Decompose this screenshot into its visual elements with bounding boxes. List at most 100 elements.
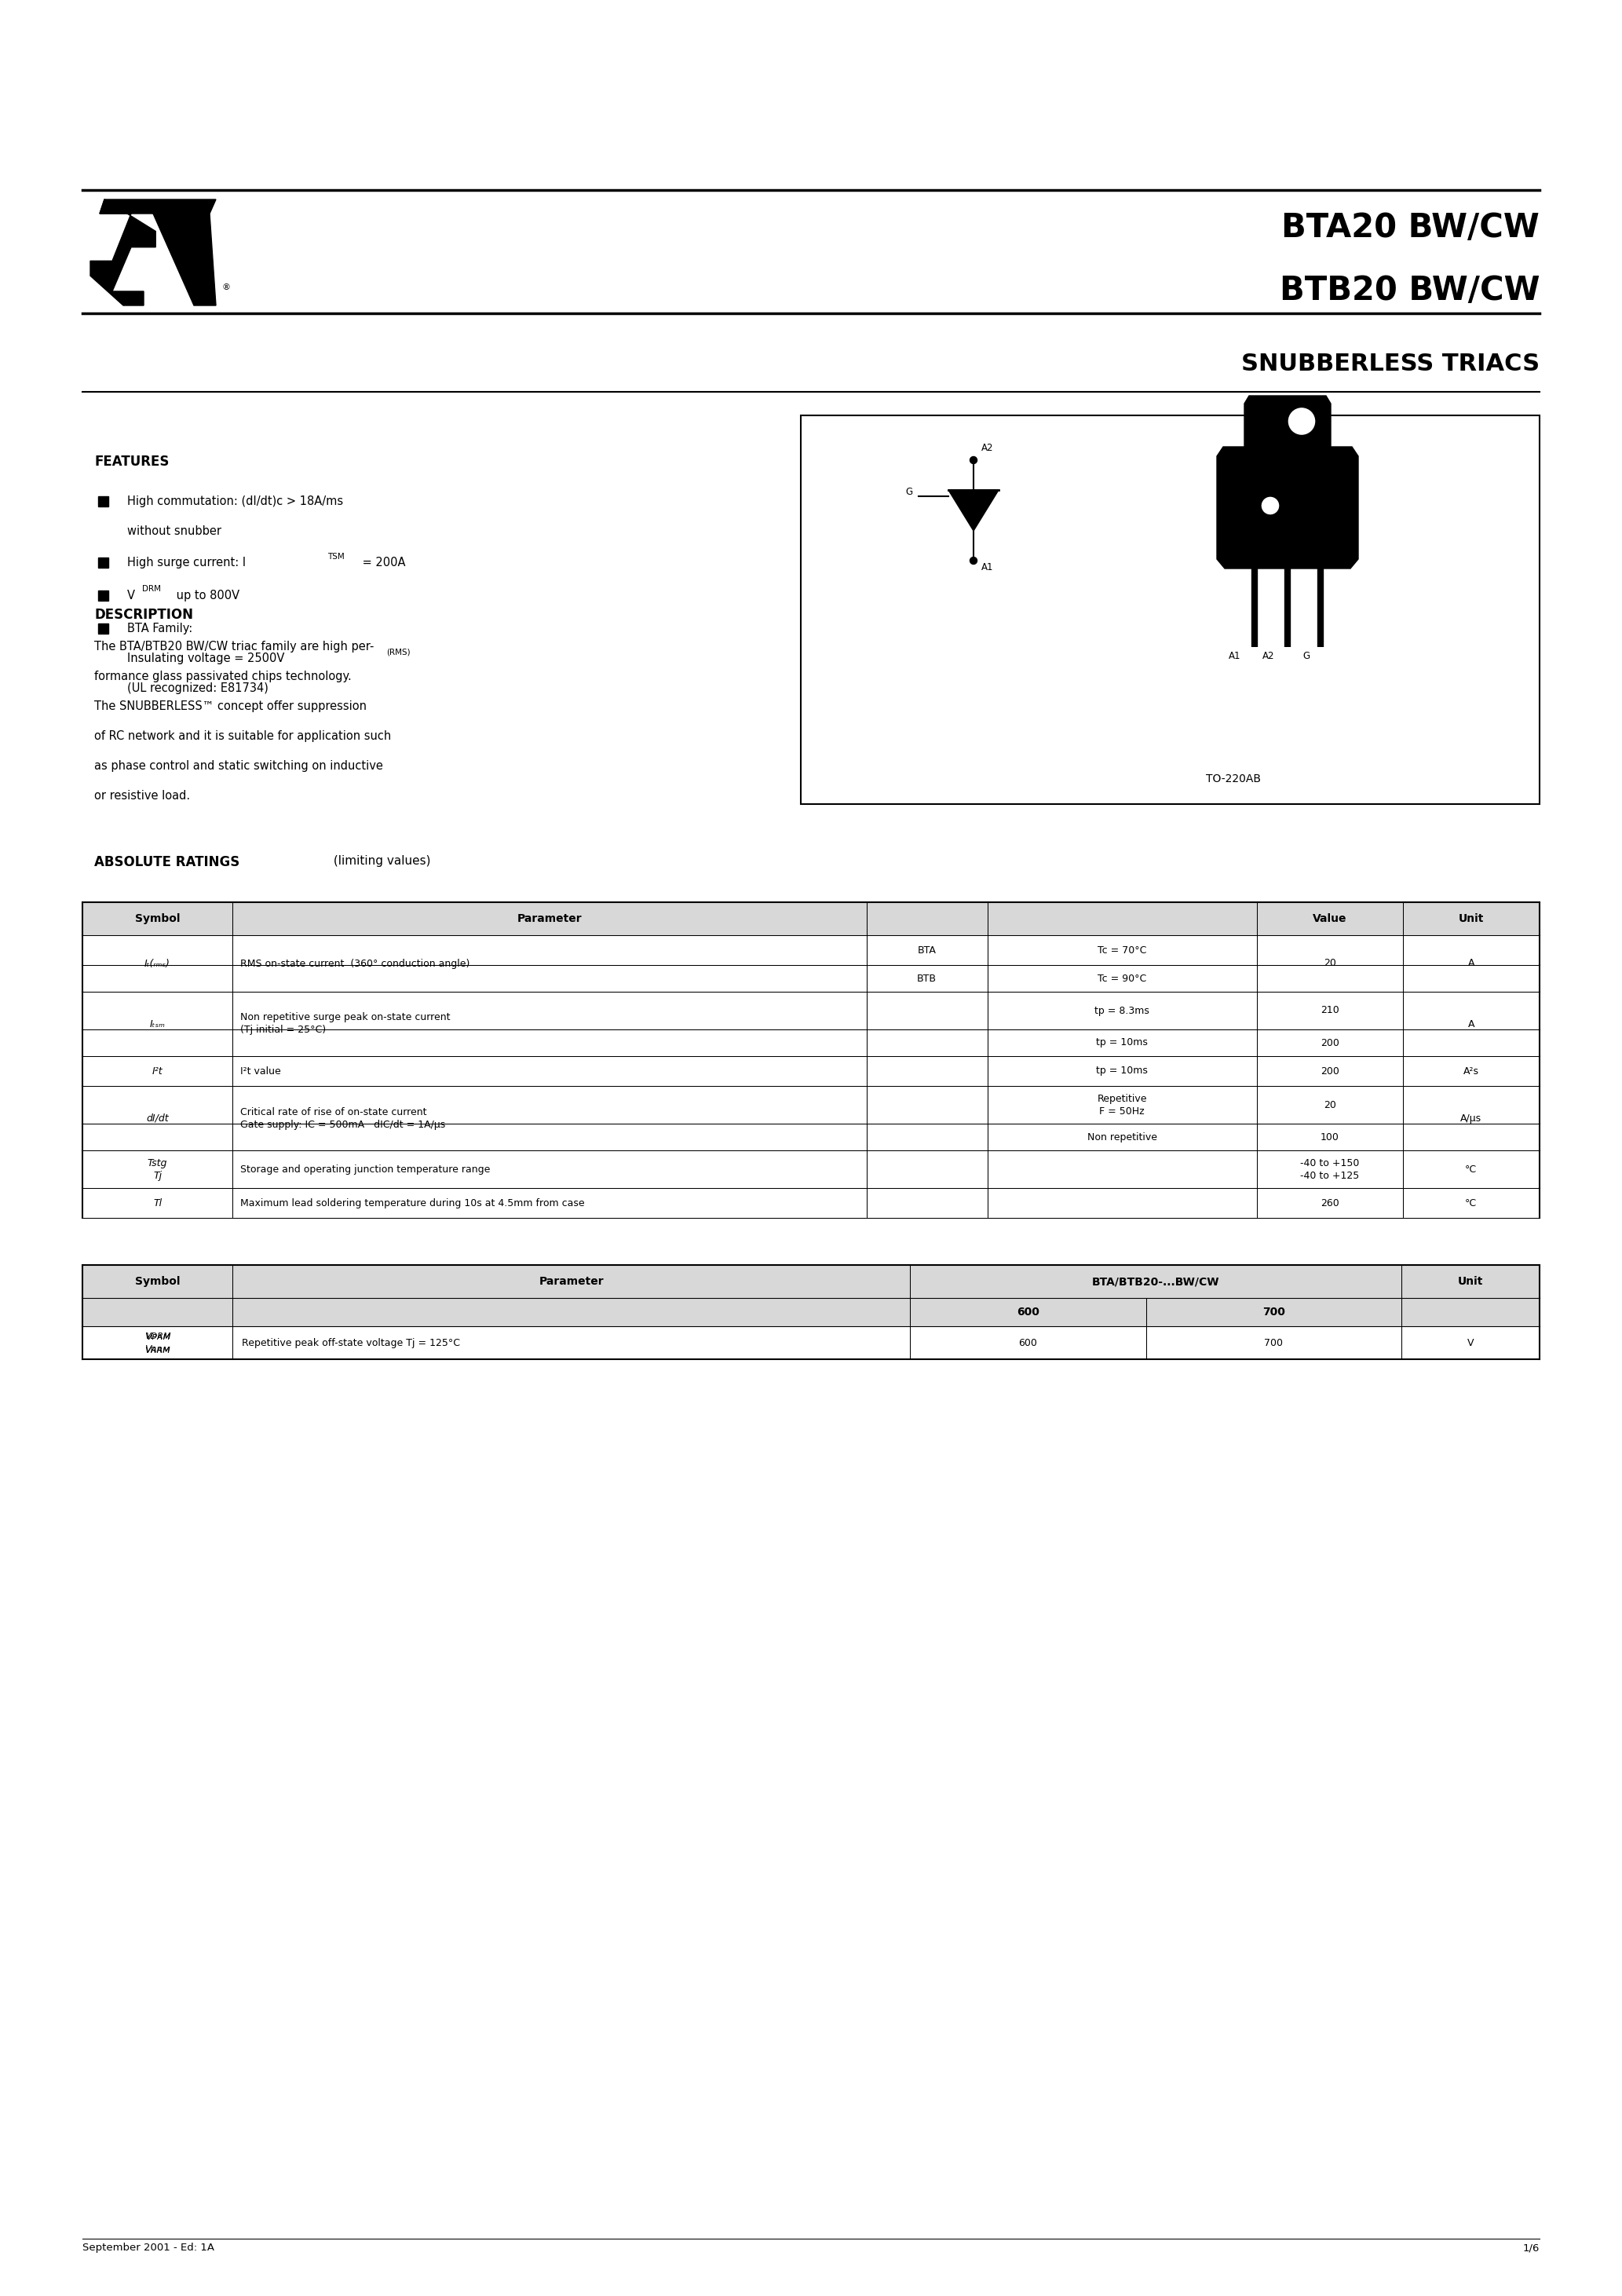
Text: 200: 200 xyxy=(1320,1065,1340,1077)
Circle shape xyxy=(1260,496,1280,514)
Text: High commutation: (dI/dt)c > 18A/ms: High commutation: (dI/dt)c > 18A/ms xyxy=(127,496,344,507)
Text: FEATURES: FEATURES xyxy=(94,455,169,468)
Text: Parameter: Parameter xyxy=(517,914,582,925)
Text: Non repetitive surge peak on-state current
(Tj initial = 25°C): Non repetitive surge peak on-state curre… xyxy=(240,1013,451,1035)
Text: Storage and operating junction temperature range: Storage and operating junction temperatu… xyxy=(240,1164,490,1173)
Text: G: G xyxy=(1302,652,1309,661)
Text: Iₜₛₘ: Iₜₛₘ xyxy=(149,1019,165,1029)
Bar xyxy=(83,1265,232,1297)
Bar xyxy=(801,416,1539,804)
Bar xyxy=(99,622,109,634)
Text: of RC network and it is suitable for application such: of RC network and it is suitable for app… xyxy=(94,730,391,742)
Text: or resistive load.: or resistive load. xyxy=(94,790,190,801)
Text: The BTA/BTB20 BW/CW triac family are high per-: The BTA/BTB20 BW/CW triac family are hig… xyxy=(94,641,375,652)
Text: 200: 200 xyxy=(1320,1038,1340,1047)
Text: A1: A1 xyxy=(1229,652,1241,661)
Bar xyxy=(99,558,109,567)
Text: Insulating voltage = 2500V: Insulating voltage = 2500V xyxy=(127,652,284,664)
Text: G: G xyxy=(907,487,913,498)
Text: 700: 700 xyxy=(1262,1306,1285,1318)
Text: up to 800V: up to 800V xyxy=(172,590,240,602)
Text: without snubber: without snubber xyxy=(127,526,221,537)
Text: Unit: Unit xyxy=(1458,914,1484,925)
Text: VRRM: VRRM xyxy=(144,1348,170,1355)
Text: Repetitive peak off-state voltage Tj = 125°C: Repetitive peak off-state voltage Tj = 1… xyxy=(242,1339,461,1348)
Bar xyxy=(1401,1265,1539,1297)
Polygon shape xyxy=(91,200,156,305)
Bar xyxy=(988,902,1257,934)
Bar xyxy=(99,590,109,599)
Text: Vᴘᴀᴍ
Vᴀᴀᴍ: Vᴘᴀᴍ Vᴀᴀᴍ xyxy=(144,1332,170,1355)
Text: A2: A2 xyxy=(981,443,994,452)
Text: A²s: A²s xyxy=(1463,1065,1479,1077)
Text: (limiting values): (limiting values) xyxy=(329,854,430,868)
Polygon shape xyxy=(1244,395,1330,448)
Bar xyxy=(910,1265,1147,1297)
Text: -40 to +150
-40 to +125: -40 to +150 -40 to +125 xyxy=(1301,1157,1359,1180)
Text: I²t value: I²t value xyxy=(240,1065,281,1077)
Bar xyxy=(232,1297,910,1327)
Text: BTB20 BW/CW: BTB20 BW/CW xyxy=(1280,273,1539,308)
Bar xyxy=(1147,1297,1401,1327)
Text: A: A xyxy=(1468,1019,1474,1029)
Text: °C: °C xyxy=(1465,1199,1478,1208)
Bar xyxy=(1401,1297,1539,1327)
Text: Tstg
Tj: Tstg Tj xyxy=(148,1157,167,1180)
Text: 210: 210 xyxy=(1320,1006,1340,1015)
Text: Value: Value xyxy=(1312,914,1346,925)
Text: I²t: I²t xyxy=(152,1065,162,1077)
Polygon shape xyxy=(1216,448,1358,569)
Text: 1/6: 1/6 xyxy=(1523,2243,1539,2252)
Text: DESCRIPTION: DESCRIPTION xyxy=(94,608,193,622)
Text: Non repetitive: Non repetitive xyxy=(1087,1132,1156,1141)
Bar xyxy=(1147,1265,1401,1297)
Text: °C: °C xyxy=(1465,1164,1478,1173)
Text: September 2001 - Ed: 1A: September 2001 - Ed: 1A xyxy=(83,2243,214,2252)
Text: Unit: Unit xyxy=(1458,1277,1483,1288)
Text: ®: ® xyxy=(222,282,230,292)
Text: dI/dt: dI/dt xyxy=(146,1114,169,1123)
Text: Tl: Tl xyxy=(152,1199,162,1208)
Bar xyxy=(99,496,109,505)
Text: tp = 10ms: tp = 10ms xyxy=(1096,1038,1148,1047)
Text: Iₜ(ᵣₘₛ): Iₜ(ᵣₘₛ) xyxy=(144,957,170,969)
Text: A: A xyxy=(1468,957,1474,969)
Text: Tc = 70°C: Tc = 70°C xyxy=(1098,946,1147,955)
Text: BTA: BTA xyxy=(918,946,936,955)
Text: VDRM: VDRM xyxy=(144,1332,170,1341)
Text: 260: 260 xyxy=(1320,1199,1340,1208)
Text: (UL recognized: E81734): (UL recognized: E81734) xyxy=(127,682,268,693)
Text: as phase control and static switching on inductive: as phase control and static switching on… xyxy=(94,760,383,771)
Text: tp = 10ms: tp = 10ms xyxy=(1096,1065,1148,1077)
Circle shape xyxy=(970,558,976,565)
Text: Parameter: Parameter xyxy=(539,1277,603,1288)
Text: 20: 20 xyxy=(1324,957,1337,969)
Text: DRM: DRM xyxy=(143,585,161,592)
Text: 600: 600 xyxy=(1017,1306,1040,1318)
Text: TO-220AB: TO-220AB xyxy=(1205,774,1260,785)
Text: 20: 20 xyxy=(1324,1100,1337,1109)
Text: V: V xyxy=(127,590,135,602)
Text: tp = 8.3ms: tp = 8.3ms xyxy=(1095,1006,1150,1015)
Circle shape xyxy=(1288,406,1315,436)
Bar xyxy=(1257,902,1403,934)
Text: SNUBBERLESS TRIACS: SNUBBERLESS TRIACS xyxy=(1241,354,1539,374)
Text: ABSOLUTE RATINGS: ABSOLUTE RATINGS xyxy=(94,854,240,870)
Text: BTA20 BW/CW: BTA20 BW/CW xyxy=(1281,211,1539,243)
Text: A1: A1 xyxy=(981,563,994,572)
Bar xyxy=(83,902,232,934)
Bar xyxy=(232,1265,910,1297)
Text: 700: 700 xyxy=(1264,1339,1283,1348)
Bar xyxy=(83,1297,232,1327)
Text: BTA Family:: BTA Family: xyxy=(127,622,193,634)
Text: A2: A2 xyxy=(1262,652,1275,661)
Text: RMS on-state current  (360° conduction angle): RMS on-state current (360° conduction an… xyxy=(240,957,470,969)
Text: Symbol: Symbol xyxy=(135,914,180,925)
Text: (RMS): (RMS) xyxy=(386,647,410,657)
Text: BTB: BTB xyxy=(916,974,936,983)
Text: TSM: TSM xyxy=(328,553,344,560)
Text: Symbol: Symbol xyxy=(135,1277,180,1288)
Text: Repetitive
F = 50Hz: Repetitive F = 50Hz xyxy=(1096,1093,1147,1116)
Bar xyxy=(910,1297,1147,1327)
Text: A/μs: A/μs xyxy=(1460,1114,1483,1123)
